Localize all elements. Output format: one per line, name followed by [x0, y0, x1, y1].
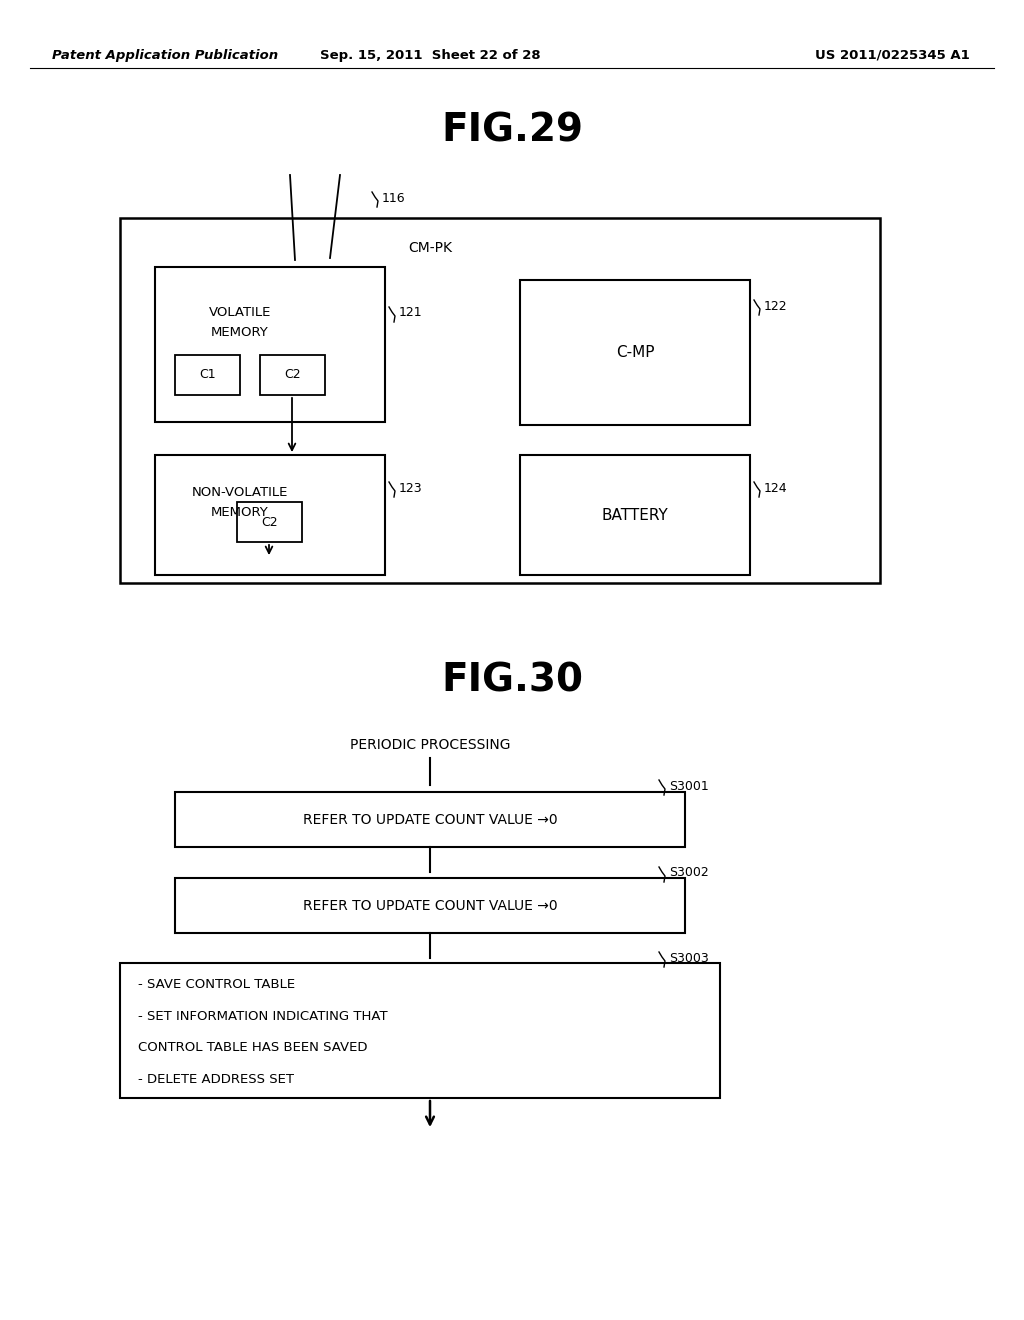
Text: - SET INFORMATION INDICATING THAT: - SET INFORMATION INDICATING THAT	[138, 1010, 388, 1023]
Text: 121: 121	[399, 306, 423, 319]
Text: Patent Application Publication: Patent Application Publication	[52, 49, 279, 62]
Text: Sep. 15, 2011  Sheet 22 of 28: Sep. 15, 2011 Sheet 22 of 28	[319, 49, 541, 62]
Text: US 2011/0225345 A1: US 2011/0225345 A1	[815, 49, 970, 62]
Bar	[260, 355, 325, 395]
Bar	[175, 355, 240, 395]
Text: CONTROL TABLE HAS BEEN SAVED: CONTROL TABLE HAS BEEN SAVED	[138, 1041, 368, 1055]
Bar	[237, 502, 302, 543]
Text: PERIODIC PROCESSING: PERIODIC PROCESSING	[350, 738, 510, 752]
Bar	[175, 878, 685, 933]
Text: 123: 123	[399, 482, 423, 495]
Bar	[155, 267, 385, 422]
Text: 116: 116	[382, 191, 406, 205]
Text: C1: C1	[200, 368, 216, 381]
Text: REFER TO UPDATE COUNT VALUE →0: REFER TO UPDATE COUNT VALUE →0	[303, 899, 557, 912]
Text: FIG.30: FIG.30	[441, 661, 583, 700]
Text: 124: 124	[764, 482, 787, 495]
Bar	[155, 455, 385, 576]
Text: MEMORY: MEMORY	[211, 326, 269, 338]
Text: C2: C2	[261, 516, 278, 528]
Text: VOLATILE: VOLATILE	[209, 305, 271, 318]
Bar	[520, 455, 750, 576]
Text: C-MP: C-MP	[615, 345, 654, 360]
Bar	[520, 280, 750, 425]
Text: - DELETE ADDRESS SET: - DELETE ADDRESS SET	[138, 1073, 294, 1085]
Text: REFER TO UPDATE COUNT VALUE →0: REFER TO UPDATE COUNT VALUE →0	[303, 813, 557, 826]
Text: C2: C2	[285, 368, 301, 381]
Text: NON-VOLATILE: NON-VOLATILE	[191, 487, 288, 499]
Bar	[175, 792, 685, 847]
Text: S3001: S3001	[669, 780, 709, 792]
Text: MEMORY: MEMORY	[211, 507, 269, 520]
Text: FIG.29: FIG.29	[441, 111, 583, 149]
Text: 122: 122	[764, 300, 787, 313]
Text: BATTERY: BATTERY	[602, 507, 669, 523]
Text: S3002: S3002	[669, 866, 709, 879]
Text: S3003: S3003	[669, 952, 709, 965]
Bar	[120, 964, 720, 1098]
Text: CM-PK: CM-PK	[408, 242, 452, 255]
Text: - SAVE CONTROL TABLE: - SAVE CONTROL TABLE	[138, 978, 295, 991]
Bar	[120, 218, 880, 583]
